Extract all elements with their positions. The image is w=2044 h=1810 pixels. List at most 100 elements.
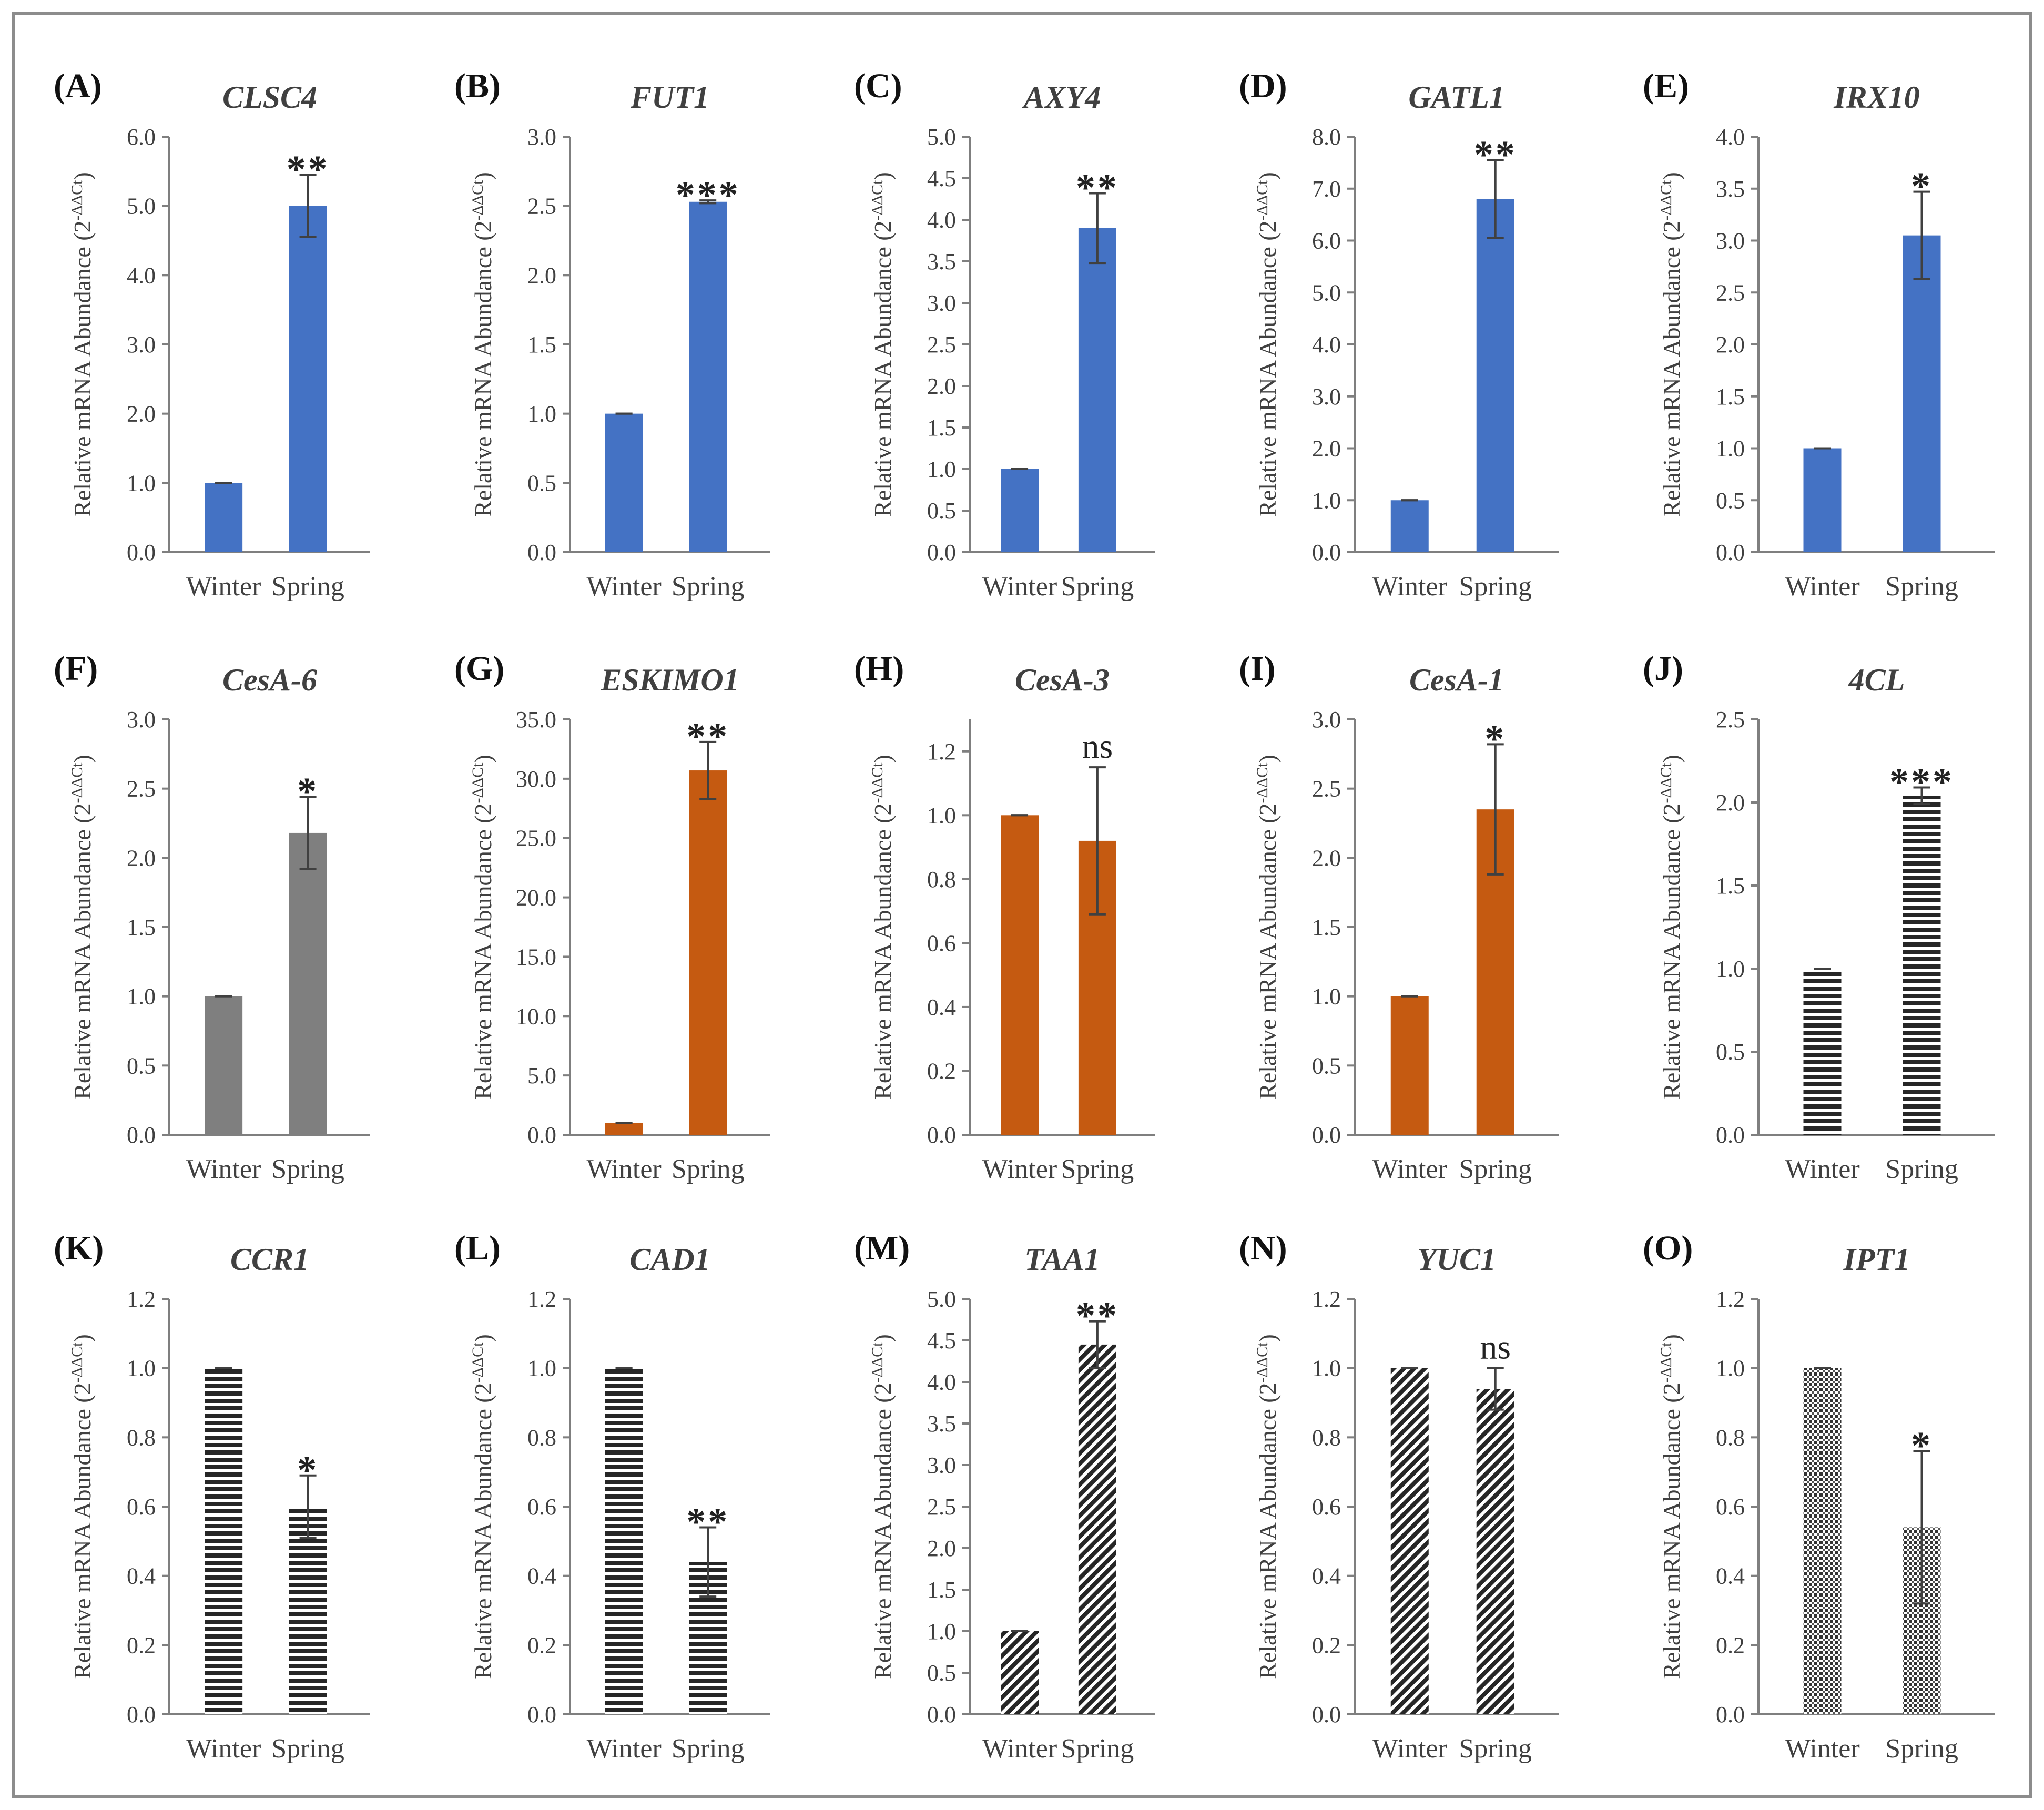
chart-panel-4: (E) IRX10 Relative mRNA Abundance (2-ΔΔCt)… bbox=[1643, 67, 1995, 602]
panel-label: (A) bbox=[54, 67, 102, 105]
bar-winter bbox=[205, 483, 243, 552]
x-tick-label: Winter bbox=[982, 1734, 1057, 1764]
y-tick-label: 0.5 bbox=[927, 498, 956, 524]
y-tick-label: 1.0 bbox=[1716, 436, 1745, 462]
chart-panel-9: (J) 4CL Relative mRNA Abundance (2-ΔΔCt) 0.… bbox=[1643, 649, 1995, 1184]
bar-winter bbox=[1001, 1631, 1039, 1714]
chart-panel-14: (O) IPT1 Relative mRNA Abundance (2-ΔΔCt) 0… bbox=[1643, 1229, 1995, 1764]
bar-spring bbox=[1476, 1389, 1514, 1714]
y-tick-label: 0.0 bbox=[127, 1122, 156, 1148]
y-tick-label: 10.0 bbox=[516, 1003, 556, 1029]
y-tick-label: 1.2 bbox=[127, 1286, 156, 1312]
y-tick-label: 0.0 bbox=[927, 1702, 956, 1727]
significance-marker: ** bbox=[1076, 166, 1119, 209]
x-tick-label: Winter bbox=[586, 1734, 661, 1764]
x-tick-label: Winter bbox=[186, 1734, 261, 1764]
gene-title: ESKIMO1 bbox=[600, 663, 739, 697]
significance-marker: ns bbox=[1082, 727, 1113, 766]
y-axis-label: Relative mRNA Abundance (2-ΔΔCt) bbox=[1254, 755, 1282, 1100]
y-tick-label: 0.6 bbox=[127, 1494, 156, 1520]
panel-label: (B) bbox=[454, 67, 501, 105]
y-tick-label: 0.2 bbox=[527, 1632, 556, 1658]
y-tick-label: 3.0 bbox=[1716, 228, 1745, 254]
y-tick-label: 0.4 bbox=[1312, 1563, 1341, 1589]
y-tick-label: 4.5 bbox=[927, 166, 956, 191]
y-axis-label: Relative mRNA Abundance (2-ΔΔCt) bbox=[869, 1334, 897, 1679]
y-axis-label: Relative mRNA Abundance (2-ΔΔCt) bbox=[869, 755, 897, 1100]
gene-title: CCR1 bbox=[230, 1242, 309, 1277]
y-tick-label: 3.0 bbox=[527, 124, 556, 150]
y-tick-label: 1.5 bbox=[1716, 384, 1745, 410]
x-tick-label: Winter bbox=[1372, 572, 1447, 602]
y-tick-label: 4.0 bbox=[927, 1369, 956, 1395]
y-tick-label: 0.0 bbox=[527, 540, 556, 565]
bar-spring bbox=[289, 206, 327, 553]
y-tick-label: 1.0 bbox=[127, 984, 156, 1010]
bar-winter bbox=[1390, 996, 1429, 1135]
y-tick-label: 6.0 bbox=[127, 124, 156, 150]
y-tick-label: 0.6 bbox=[927, 930, 956, 956]
y-tick-label: 1.0 bbox=[927, 802, 956, 828]
y-tick-label: 5.0 bbox=[127, 194, 156, 219]
y-tick-label: 6.0 bbox=[1312, 228, 1341, 254]
chart-panel-3: (D) GATL1 Relative mRNA Abundance (2-ΔΔCt)… bbox=[1239, 67, 1559, 602]
y-tick-label: 1.0 bbox=[1716, 956, 1745, 982]
x-tick-label: Spring bbox=[1459, 1154, 1532, 1184]
y-tick-label: 2.0 bbox=[127, 845, 156, 871]
y-tick-label: 3.0 bbox=[127, 332, 156, 358]
x-tick-label: Spring bbox=[672, 572, 745, 602]
y-tick-label: 1.5 bbox=[927, 415, 956, 441]
y-tick-label: 1.2 bbox=[927, 739, 956, 765]
x-tick-label: Winter bbox=[1785, 572, 1859, 602]
bar-winter bbox=[1803, 448, 1842, 552]
panel-label: (N) bbox=[1239, 1229, 1287, 1267]
significance-marker: * bbox=[297, 1449, 319, 1492]
y-tick-label: 0.0 bbox=[1312, 1122, 1341, 1148]
y-tick-label: 0.0 bbox=[927, 540, 956, 565]
y-axis-label: Relative mRNA Abundance (2-ΔΔCt) bbox=[469, 172, 497, 517]
y-tick-label: 4.0 bbox=[127, 262, 156, 288]
y-tick-label: 1.2 bbox=[1716, 1286, 1745, 1312]
y-tick-label: 15.0 bbox=[516, 944, 556, 970]
y-tick-label: 5.0 bbox=[1312, 280, 1341, 306]
y-axis-label: Relative mRNA Abundance (2-ΔΔCt) bbox=[1657, 755, 1685, 1100]
y-axis-label: Relative mRNA Abundance (2-ΔΔCt) bbox=[68, 172, 96, 517]
bar-winter bbox=[1803, 1368, 1842, 1714]
gene-title: FUT1 bbox=[630, 80, 709, 115]
chart-panel-10: (K) CCR1 Relative mRNA Abundance (2-ΔΔCt) 0… bbox=[54, 1229, 370, 1764]
y-tick-label: 0.2 bbox=[1716, 1632, 1745, 1658]
significance-marker: ** bbox=[686, 1501, 729, 1544]
y-tick-label: 2.5 bbox=[127, 776, 156, 802]
significance-marker: ns bbox=[1480, 1328, 1511, 1367]
y-tick-label: 3.5 bbox=[1716, 176, 1745, 202]
y-tick-label: 0.8 bbox=[927, 867, 956, 892]
panel-label: (I) bbox=[1239, 649, 1276, 688]
bar-winter bbox=[1390, 500, 1429, 552]
y-axis-label: Relative mRNA Abundance (2-ΔΔCt) bbox=[469, 1334, 497, 1679]
y-tick-label: 0.2 bbox=[1312, 1632, 1341, 1658]
chart-panel-11: (L) CAD1 Relative mRNA Abundance (2-ΔΔCt) 0… bbox=[454, 1229, 770, 1764]
y-tick-label: 4.0 bbox=[1716, 124, 1745, 150]
x-tick-label: Winter bbox=[1372, 1154, 1447, 1184]
y-tick-label: 1.0 bbox=[927, 1619, 956, 1644]
y-tick-label: 1.0 bbox=[127, 1356, 156, 1381]
y-tick-label: 1.0 bbox=[1312, 1356, 1341, 1381]
bar-spring bbox=[1078, 228, 1116, 552]
y-tick-label: 0.0 bbox=[1716, 540, 1745, 565]
x-tick-label: Winter bbox=[186, 572, 261, 602]
panel-label: (L) bbox=[454, 1229, 501, 1267]
y-tick-label: 0.4 bbox=[1716, 1563, 1745, 1589]
x-tick-label: Spring bbox=[672, 1734, 745, 1764]
gene-title: IPT1 bbox=[1843, 1242, 1910, 1277]
y-tick-label: 7.0 bbox=[1312, 176, 1341, 202]
y-tick-label: 0.4 bbox=[527, 1563, 556, 1589]
x-tick-label: Winter bbox=[586, 572, 661, 602]
y-tick-label: 0.0 bbox=[127, 540, 156, 565]
bar-winter bbox=[205, 1368, 243, 1714]
y-axis-label: Relative mRNA Abundance (2-ΔΔCt) bbox=[869, 172, 897, 517]
y-tick-label: 0.0 bbox=[127, 1702, 156, 1727]
y-axis-label: Relative mRNA Abundance (2-ΔΔCt) bbox=[469, 755, 497, 1100]
gene-title: CLSC4 bbox=[222, 80, 317, 115]
x-tick-label: Spring bbox=[1459, 572, 1532, 602]
